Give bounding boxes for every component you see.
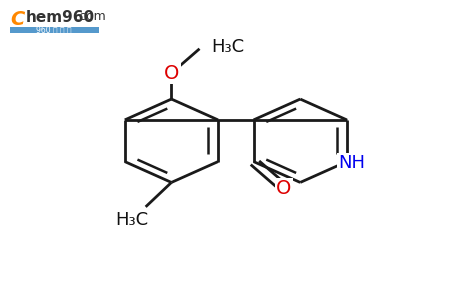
Text: .com: .com xyxy=(75,10,106,23)
Text: H₃C: H₃C xyxy=(115,211,148,229)
Text: hem960: hem960 xyxy=(25,10,94,25)
Text: C: C xyxy=(10,10,24,29)
Text: H₃C: H₃C xyxy=(211,38,245,56)
Text: O: O xyxy=(276,179,292,198)
Text: 960 化 工 网: 960 化 工 网 xyxy=(36,25,72,34)
Text: NH: NH xyxy=(338,154,365,172)
FancyBboxPatch shape xyxy=(10,27,99,33)
Text: O: O xyxy=(164,64,179,83)
